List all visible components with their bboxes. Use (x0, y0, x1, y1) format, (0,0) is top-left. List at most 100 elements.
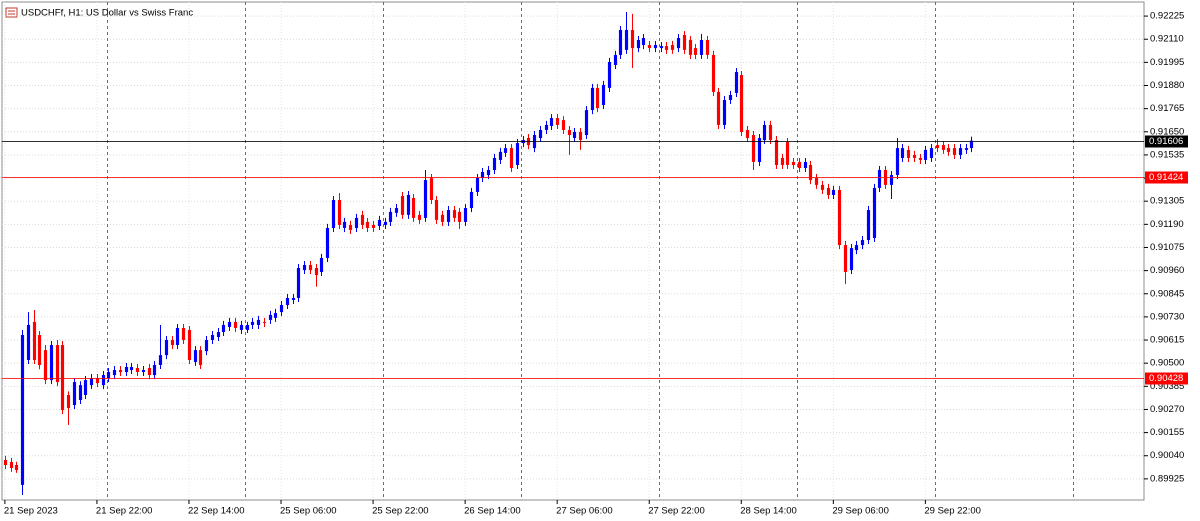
y-tick-label: 0.91765 (1150, 103, 1184, 114)
candle-body (492, 157, 497, 171)
candle-body (106, 372, 111, 379)
candle-body (716, 91, 721, 125)
candle-body (20, 335, 25, 485)
candle-body (498, 151, 503, 160)
y-tick-label: 0.91190 (1150, 219, 1184, 230)
candle-body (624, 29, 629, 50)
candle-body (808, 164, 813, 181)
candle-body (285, 297, 290, 306)
y-tick-label: 0.92225 (1150, 11, 1184, 22)
x-tick-label: 25 Sep 06:00 (280, 506, 337, 517)
candle-body (895, 148, 900, 176)
y-tick-label: 0.90845 (1150, 288, 1184, 299)
y-tick-label: 0.91880 (1150, 80, 1184, 91)
candle-body (923, 149, 928, 160)
candle-body (641, 38, 646, 46)
candle-body (181, 327, 186, 341)
price-label-box (1145, 135, 1188, 148)
candle-body (618, 29, 623, 55)
y-tick-label: 0.90500 (1150, 358, 1184, 369)
candle-body (147, 368, 152, 376)
price-label: 0.91606 (1149, 136, 1183, 147)
candle-body (423, 180, 428, 218)
candle-body (515, 143, 520, 165)
candle-body (941, 145, 946, 150)
candle-body (101, 375, 106, 386)
candle-body (360, 214, 365, 225)
candle-body (906, 149, 911, 158)
candle-body (630, 29, 635, 49)
plot-frame (1, 1, 1145, 501)
candle-body (66, 394, 71, 409)
candles (2, 12, 1144, 495)
candle-body (9, 461, 14, 469)
candle-body (964, 148, 969, 150)
x-tick-label: 21 Sep 22:00 (96, 506, 153, 517)
candle-body (803, 161, 808, 168)
candle-body (446, 210, 451, 222)
candle-body (774, 140, 779, 165)
candle-body (636, 40, 641, 49)
candle-body (480, 172, 485, 179)
x-tick-label: 29 Sep 22:00 (924, 506, 981, 517)
candle-body (302, 264, 307, 271)
candle-body (958, 148, 963, 155)
candle-body (388, 211, 393, 222)
candle-body (929, 148, 934, 158)
candle-body (49, 345, 54, 381)
candle-body (820, 184, 825, 190)
symbol-icon (5, 7, 18, 18)
candle-body (256, 319, 261, 325)
candle-body (584, 110, 589, 136)
candle-body (164, 340, 169, 356)
candle-body (250, 321, 255, 325)
candle-body (198, 350, 203, 365)
x-tick-label: 27 Sep 22:00 (648, 506, 705, 517)
candle-body (762, 124, 767, 141)
candle-body (400, 195, 405, 215)
candle-body (791, 161, 796, 165)
candle-body (688, 40, 693, 55)
y-tick-label: 0.90615 (1150, 335, 1184, 346)
y-tick-label: 0.90385 (1150, 381, 1184, 392)
candle-body (239, 324, 244, 330)
candle-body (187, 329, 192, 360)
candle-body (768, 124, 773, 141)
candle-body (440, 214, 445, 222)
candle-body (457, 211, 462, 222)
candle-body (745, 129, 750, 139)
candle-body (337, 199, 342, 225)
candle-body (705, 40, 710, 55)
candle-body (728, 94, 733, 100)
candle-body (734, 72, 739, 93)
price-label-box (1145, 372, 1188, 385)
candle-body (55, 345, 60, 383)
candle-body (118, 370, 123, 373)
candle-body (72, 382, 77, 406)
candle-body (595, 87, 600, 109)
candle-body (112, 370, 117, 376)
candle-body (383, 221, 388, 225)
candle-body (95, 378, 100, 384)
y-tick-label: 0.90270 (1150, 404, 1184, 415)
candle-body (831, 189, 836, 195)
price-label-box (1145, 171, 1188, 184)
candle-body (3, 459, 8, 465)
candle-body (429, 178, 434, 200)
candle-body (158, 355, 163, 365)
candle-body (969, 140, 974, 149)
candle-body (314, 268, 319, 276)
candle-body (854, 245, 859, 251)
candle-body (607, 61, 612, 88)
y-tick-label: 0.90730 (1150, 311, 1184, 322)
candle-body (572, 131, 577, 139)
candle-body (475, 178, 480, 192)
candle-body (210, 335, 215, 341)
y-tick-label: 0.90155 (1150, 427, 1184, 438)
candle-body (877, 170, 882, 188)
candle-body (549, 118, 554, 126)
candle-body (578, 131, 583, 141)
candle-body (60, 345, 65, 411)
candle-body (946, 148, 951, 152)
